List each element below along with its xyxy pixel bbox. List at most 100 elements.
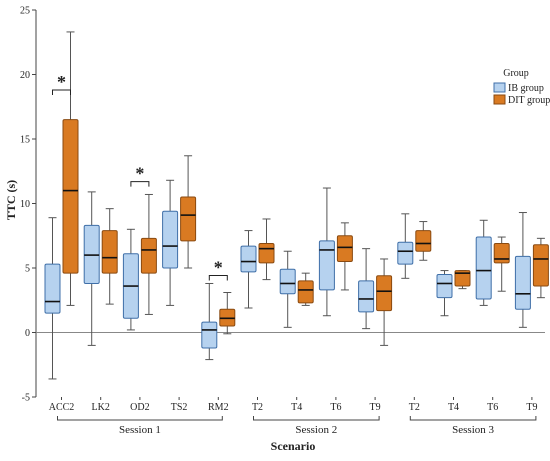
y-tick-label: 20	[20, 70, 30, 81]
session-bracket-2: Session 2	[253, 416, 380, 436]
box-iqr	[436, 273, 453, 299]
significance-markers: * * *	[52, 72, 228, 281]
x-tick-label: T4	[448, 402, 459, 413]
session-groups: Session 1 Session 2 Session 3	[57, 416, 537, 436]
x-tick-label: T9	[370, 402, 381, 413]
box-iqr	[358, 280, 375, 313]
box-iqr	[44, 263, 61, 314]
x-tick-label: T6	[487, 402, 498, 413]
x-tick-label: T9	[526, 402, 537, 413]
significance-2: *	[208, 257, 228, 281]
box-ib-7	[318, 187, 335, 317]
box-iqr	[415, 230, 432, 252]
box-dit-6	[297, 272, 314, 306]
box-series	[44, 31, 549, 380]
bracket-line	[57, 416, 223, 421]
y-tick-label: 15	[20, 135, 30, 146]
box-ib-5	[240, 230, 257, 309]
box-ib-3	[162, 179, 179, 306]
box-iqr	[336, 235, 353, 263]
legend-swatch-dit	[493, 94, 506, 105]
bracket-line	[253, 416, 380, 421]
box-dit-7	[336, 222, 353, 291]
box-iqr	[201, 321, 218, 349]
box-iqr	[454, 270, 471, 287]
x-tick-label: T6	[330, 402, 341, 413]
box-dit-3	[180, 155, 197, 269]
significance-star: *	[135, 164, 144, 184]
box-dit-8	[376, 258, 393, 346]
box-ib-2	[122, 228, 139, 331]
box-iqr	[318, 240, 335, 291]
significance-bracket	[208, 274, 228, 281]
y-tick-label: 10	[20, 199, 30, 210]
box-ib-8	[358, 248, 375, 330]
y-axis-title: TTC (s)	[4, 180, 18, 220]
box-iqr	[514, 255, 531, 310]
box-iqr	[297, 280, 314, 304]
bracket-line	[409, 416, 537, 421]
y-tick-label: -5	[22, 393, 30, 404]
significance-star: *	[214, 257, 223, 277]
box-iqr	[376, 275, 393, 312]
session-label: Session 2	[295, 424, 337, 436]
session-label: Session 3	[452, 424, 494, 436]
legend: Group IB group DIT group	[486, 63, 550, 107]
y-tick-label: 5	[25, 264, 30, 275]
box-dit-10	[454, 270, 471, 290]
box-ib-6	[279, 250, 296, 328]
box-dit-1	[101, 208, 118, 305]
legend-label-dit: DIT group	[508, 95, 550, 106]
box-ib-1	[83, 191, 100, 346]
x-axis-title: Scenario	[271, 439, 316, 453]
legend-title: Group	[503, 68, 529, 79]
box-ib-9	[397, 213, 414, 279]
box-dit-11	[493, 236, 510, 292]
box-iqr	[493, 242, 510, 264]
x-tick-label: LK2	[92, 402, 110, 413]
box-dit-4	[219, 292, 236, 335]
box-dit-12	[532, 237, 549, 299]
session-label: Session 1	[119, 424, 161, 436]
box-iqr	[62, 119, 79, 274]
x-tick-label: T2	[252, 402, 263, 413]
legend-label-ib: IB group	[508, 83, 544, 94]
x-tick-label: OD2	[130, 402, 149, 413]
x-tick-label: TS2	[171, 402, 188, 413]
box-iqr	[140, 237, 157, 274]
box-ib-0	[44, 217, 61, 380]
box-iqr	[397, 241, 414, 265]
box-dit-2	[140, 193, 157, 315]
box-dit-9	[415, 221, 432, 261]
significance-bracket	[130, 181, 150, 187]
box-iqr	[101, 230, 118, 274]
significance-0: *	[52, 72, 71, 95]
y-tick-label: 25	[20, 6, 30, 17]
box-ib-4	[201, 282, 218, 361]
x-tick-label: T4	[291, 402, 302, 413]
y-axis: -5 0 5 10 15 20 25	[20, 6, 37, 404]
box-ib-10	[436, 270, 453, 317]
box-iqr	[258, 242, 275, 264]
x-tick-label: T2	[409, 402, 420, 413]
significance-1: *	[130, 164, 150, 187]
box-iqr	[180, 196, 197, 242]
box-ib-12	[514, 212, 531, 328]
box-iqr	[240, 245, 257, 273]
legend-swatch-ib	[493, 82, 506, 93]
x-tick-label: RM2	[208, 402, 229, 413]
significance-star: *	[57, 72, 66, 92]
session-bracket-1: Session 1	[57, 416, 223, 436]
box-dit-0	[62, 31, 79, 306]
box-dit-5	[258, 218, 275, 281]
box-iqr	[475, 236, 492, 300]
session-bracket-3: Session 3	[409, 416, 537, 436]
box-iqr	[279, 268, 296, 295]
box-ib-11	[475, 219, 492, 306]
box-iqr	[532, 244, 549, 287]
y-tick-label: 0	[25, 328, 30, 339]
significance-bracket	[52, 89, 71, 95]
x-axis: ACC2 LK2 OD2 TS2 RM2 T2 T4 T6 T9 T2 T4 T6 T9	[49, 397, 537, 413]
